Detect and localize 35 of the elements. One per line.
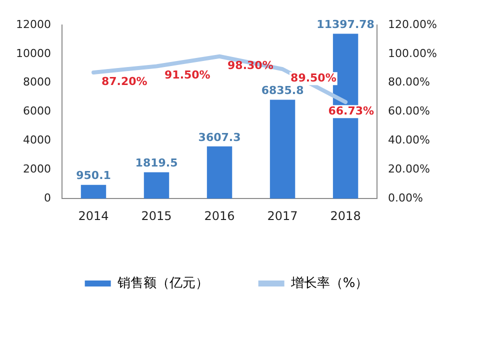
x-tick-label: 2018 <box>330 208 361 223</box>
y2-tick-label: 0.00% <box>388 191 424 204</box>
y-tick-label: 10000 <box>16 46 51 60</box>
y-tick-label: 6000 <box>22 104 51 118</box>
y-tick-label: 0 <box>44 191 51 204</box>
data-label: 66.73% <box>328 104 374 118</box>
data-label: 950.1 <box>76 169 111 182</box>
data-label: 6835.8 <box>261 84 304 98</box>
y-tick-label: 12000 <box>16 18 51 31</box>
data-label: 3607.3 <box>198 130 241 144</box>
y2-tick-label: 40.00% <box>388 134 430 147</box>
x-tick-label: 2017 <box>267 208 298 223</box>
data-label: 98.30% <box>228 58 274 72</box>
bar <box>80 184 106 199</box>
data-label: 1819.5 <box>135 156 178 170</box>
data-label: 91.50% <box>164 68 210 82</box>
y2-tick-label: 120.00% <box>388 18 438 31</box>
x-tick-label: 2016 <box>204 208 235 223</box>
y-tick-label: 4000 <box>22 134 51 147</box>
data-label: 11397.78 <box>316 18 374 32</box>
legend-label: 增长率（%） <box>290 274 368 291</box>
bar <box>270 100 296 199</box>
y-tick-label: 8000 <box>22 76 51 89</box>
y2-tick-label: 100.00% <box>388 46 438 60</box>
data-label: 87.20% <box>102 74 148 88</box>
bar <box>144 172 170 199</box>
y2-tick-label: 60.00% <box>388 104 430 118</box>
bar <box>206 146 232 199</box>
y2-tick-label: 80.00% <box>388 76 430 89</box>
data-label: 89.50% <box>290 71 336 84</box>
legend-label: 销售额（亿元） <box>116 276 208 291</box>
y-tick-label: 2000 <box>22 162 51 176</box>
x-tick-label: 2014 <box>78 208 109 223</box>
y2-tick-label: 20.00% <box>388 162 430 176</box>
x-tick-label: 2015 <box>141 208 172 223</box>
